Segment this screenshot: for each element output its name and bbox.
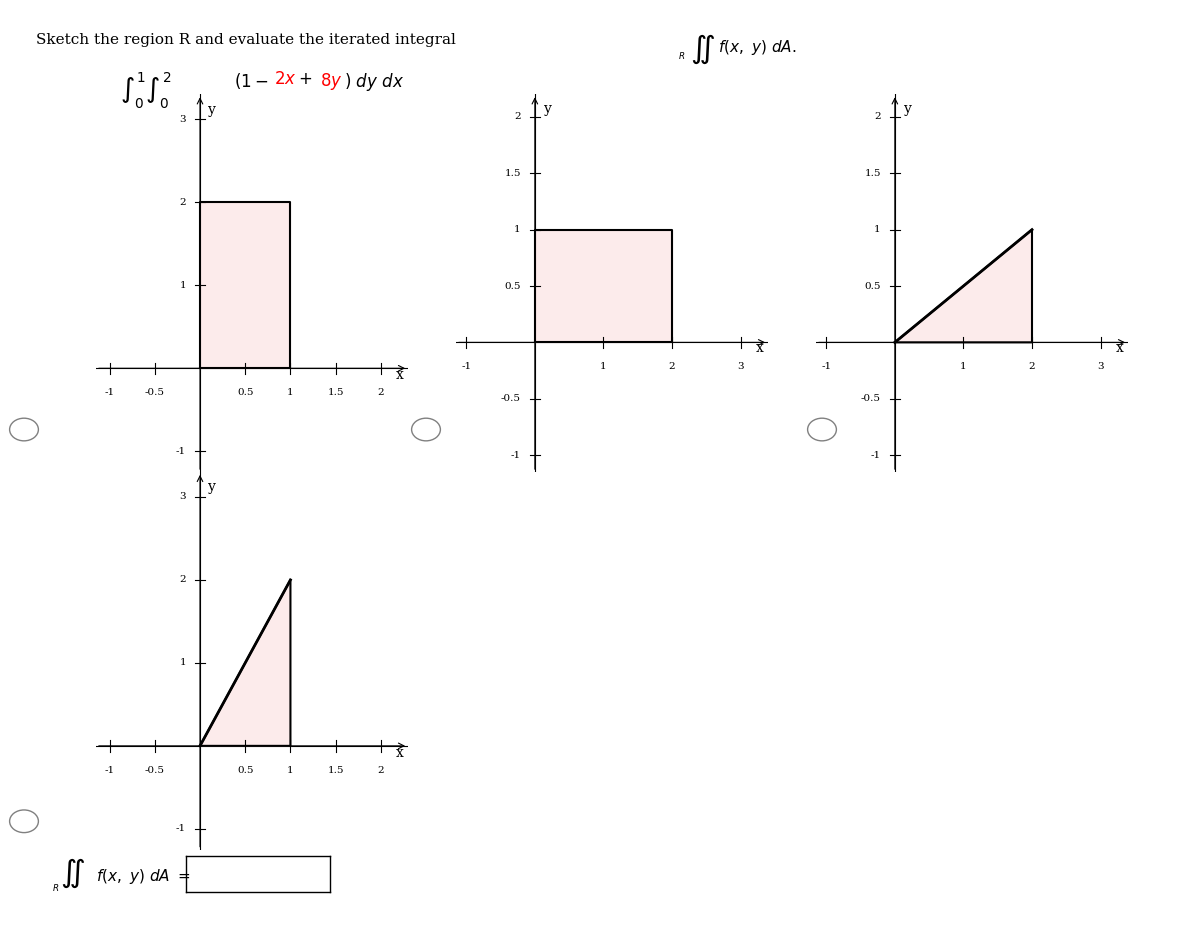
Text: $f(x,\ y)\ dA\ =$: $f(x,\ y)\ dA\ =$: [96, 867, 191, 885]
Text: $_R$: $_R$: [678, 49, 685, 62]
Text: $_R$: $_R$: [52, 881, 59, 894]
Text: 1: 1: [179, 280, 186, 290]
Text: -1: -1: [871, 450, 881, 460]
Text: $ + $: $ + $: [298, 71, 312, 88]
Text: 0.5: 0.5: [236, 388, 253, 397]
Text: 0.5: 0.5: [504, 281, 521, 291]
Polygon shape: [200, 202, 290, 368]
Text: 1: 1: [287, 388, 294, 397]
Text: $8y$: $8y$: [320, 71, 343, 92]
Text: 2: 2: [179, 198, 186, 207]
Text: 1: 1: [287, 766, 294, 775]
Text: 3: 3: [179, 493, 186, 501]
Text: 3: 3: [1097, 362, 1104, 371]
Text: 0.5: 0.5: [864, 281, 881, 291]
Text: 3: 3: [179, 115, 186, 124]
Text: 0.5: 0.5: [236, 766, 253, 775]
Text: -1: -1: [511, 450, 521, 460]
Text: y: y: [904, 102, 912, 116]
Text: 2: 2: [378, 388, 384, 397]
Text: -1: -1: [104, 766, 115, 775]
Text: Sketch the region R and evaluate the iterated integral: Sketch the region R and evaluate the ite…: [36, 33, 456, 47]
Text: -0.5: -0.5: [145, 388, 164, 397]
Text: 1: 1: [600, 362, 607, 371]
Polygon shape: [535, 229, 672, 343]
Text: $)\ dy\ dx$: $)\ dy\ dx$: [344, 71, 404, 93]
Text: 1: 1: [874, 226, 881, 234]
Text: 1.5: 1.5: [328, 766, 344, 775]
Text: -1: -1: [176, 824, 186, 834]
Text: -0.5: -0.5: [860, 395, 881, 403]
Text: x: x: [756, 342, 763, 355]
Polygon shape: [200, 580, 290, 746]
Text: x: x: [1116, 342, 1123, 355]
Text: y: y: [209, 480, 216, 495]
Text: 1: 1: [514, 226, 521, 234]
Text: 1.5: 1.5: [864, 169, 881, 177]
Text: 3: 3: [737, 362, 744, 371]
Text: y: y: [209, 103, 216, 117]
Text: x: x: [396, 368, 404, 382]
Text: $\int_0^1 \int_0^2$: $\int_0^1 \int_0^2$: [120, 71, 172, 111]
Text: -1: -1: [176, 447, 186, 456]
Text: $f(x,\ y)\ dA.$: $f(x,\ y)\ dA.$: [718, 38, 796, 57]
Polygon shape: [895, 229, 1032, 343]
Text: $\iint$: $\iint$: [690, 33, 715, 66]
Text: y: y: [544, 102, 552, 116]
Text: 1.5: 1.5: [328, 388, 344, 397]
Text: 2: 2: [874, 112, 881, 122]
Text: 2: 2: [514, 112, 521, 122]
Text: 2: 2: [668, 362, 676, 371]
Text: 2: 2: [179, 576, 186, 584]
Text: 1: 1: [960, 362, 967, 371]
Text: $\iint$: $\iint$: [60, 856, 85, 890]
Text: -1: -1: [104, 388, 115, 397]
Text: 2: 2: [1028, 362, 1036, 371]
Text: -1: -1: [821, 362, 832, 371]
Text: -0.5: -0.5: [145, 766, 164, 775]
Text: -1: -1: [461, 362, 472, 371]
Text: $(1 - $: $(1 - $: [234, 71, 269, 91]
Text: -0.5: -0.5: [500, 395, 521, 403]
Text: 1: 1: [179, 658, 186, 667]
Text: 1.5: 1.5: [504, 169, 521, 177]
Text: 2: 2: [378, 766, 384, 775]
Text: $2x$: $2x$: [274, 71, 296, 88]
Text: x: x: [396, 746, 404, 760]
